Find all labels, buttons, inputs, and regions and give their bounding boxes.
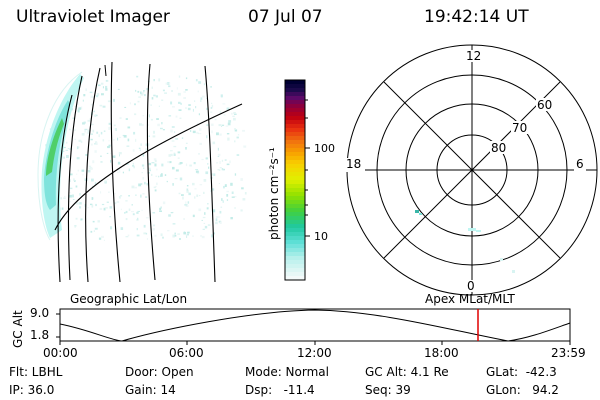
mlt-label-6: 6: [576, 157, 584, 171]
sparse-emission-speckles: [45, 75, 247, 241]
time-tick-1200: 12:00: [297, 346, 332, 360]
colorbar-tick-10: 10: [314, 230, 328, 243]
mlt-label-0: 0: [467, 279, 475, 293]
status-gain: Gain: 14: [125, 383, 176, 397]
meridian-lines: [57, 61, 216, 283]
timeline-ytick-high: 9.0: [30, 306, 50, 320]
colorbar: [284, 79, 310, 281]
status-filter: Flt: LBHL: [9, 365, 63, 379]
status-seq: Seq: 39: [365, 383, 411, 397]
status-dsp: Dsp: -11.4: [245, 383, 315, 397]
colorbar-unit-label: photon cm⁻²s⁻¹: [267, 147, 281, 240]
status-glat: GLat: -42.3: [486, 365, 557, 379]
colorbar-tick-100: 100: [314, 142, 335, 155]
timeline-left-title: Geographic Lat/Lon: [70, 292, 188, 306]
status-gc-alt: GC Alt: 4.1 Re: [365, 365, 449, 379]
mlat-label-80: 80: [491, 141, 506, 155]
timeline-ylabel: GC Alt: [11, 310, 25, 348]
mlat-label-70: 70: [512, 121, 527, 135]
polar-plot: [346, 44, 598, 296]
mlt-label-18: 18: [346, 157, 361, 171]
status-mode: Mode: Normal: [245, 365, 329, 379]
observation-date: 07 Jul 07: [248, 7, 323, 27]
time-tick-1800: 18:00: [424, 346, 459, 360]
time-tick-0000: 00:00: [43, 346, 78, 360]
observation-time: 19:42:14 UT: [424, 7, 529, 27]
mlt-label-12: 12: [466, 49, 481, 63]
instrument-title: Ultraviolet Imager: [16, 7, 170, 27]
timeline-right-title: Apex MLat/MLT: [425, 292, 515, 306]
mlat-label-60: 60: [537, 98, 552, 112]
timeline-panel: [56, 308, 571, 345]
earth-image-panel: [37, 61, 247, 283]
status-glon: GLon: 94.2: [486, 383, 559, 397]
auroral-oval: [41, 74, 84, 238]
status-door: Door: Open: [125, 365, 194, 379]
time-tick-2359: 23:59: [551, 346, 586, 360]
time-tick-0600: 06:00: [169, 346, 204, 360]
polar-emission-specks: [415, 210, 515, 273]
status-ip: IP: 36.0: [9, 383, 55, 397]
timeline-ytick-low: 1.8: [30, 328, 50, 342]
